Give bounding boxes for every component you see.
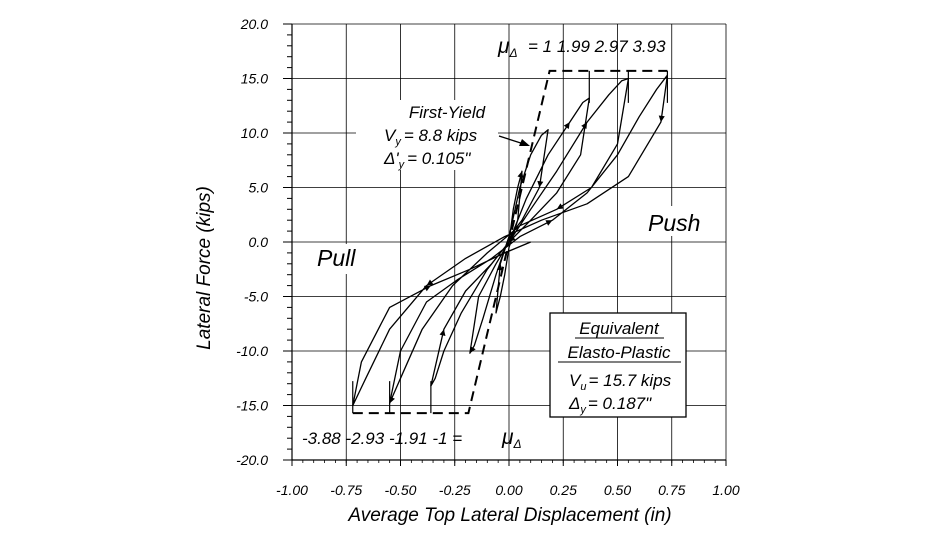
- x-tick-label: 0.25: [550, 482, 577, 498]
- direction-arrow: [556, 203, 564, 210]
- first-yield-annotation: First-Yield Vy = 8.8 kips Δ'y = 0.105": [356, 100, 530, 171]
- series-group: [352, 69, 669, 415]
- y-tick-label: 0.0: [249, 234, 269, 250]
- first-yield-arrowhead: [519, 139, 530, 146]
- elasto-plastic-frame: [549, 312, 687, 418]
- x-tick-label: 0.75: [658, 482, 685, 498]
- minor-ticks: [283, 23, 727, 466]
- direction-arrow: [581, 122, 588, 130]
- y-tick-label: -15.0: [236, 398, 268, 414]
- ductility-bottom-label: -3.88 -2.93 -1.91 -1 = μΔ: [302, 426, 522, 451]
- y-tick-label: 20.0: [240, 16, 268, 32]
- direction-arrow: [509, 235, 516, 242]
- x-tick-label: 0.00: [495, 482, 522, 498]
- ep-v-value: = 15.7 kips: [588, 371, 671, 390]
- first-yield-d-sub: y: [398, 159, 406, 171]
- svg-text:Δy= 0.187": Δy = 0.187": [568, 394, 652, 416]
- push-label: Push: [648, 210, 700, 236]
- y-tick-label: 10.0: [241, 125, 268, 141]
- direction-arrow: [426, 279, 434, 286]
- direction-arrow: [537, 180, 544, 188]
- first-yield-d-prefix: Δ': [383, 149, 399, 168]
- svg-text:μΔ: μΔ: [497, 35, 518, 60]
- ep-d-sub: y: [579, 404, 587, 416]
- direction-arrow: [563, 122, 570, 130]
- svg-text:Vy= 8.8 kips: Vy = 8.8 kips: [384, 126, 478, 148]
- pull-label-bg: [314, 244, 366, 274]
- elasto-plastic-line: [352, 69, 668, 415]
- direction-arrow: [658, 115, 665, 123]
- elasto-plastic-box: Equivalent Elasto-Plastic Vu = 15.7 kips …: [549, 312, 687, 418]
- first-yield-v-value: = 8.8 kips: [404, 126, 478, 145]
- y-tick-label: 5.0: [249, 180, 269, 196]
- ep-d-value: = 0.187": [588, 394, 652, 413]
- x-axis-title: Average Top Lateral Displacement (in): [347, 505, 671, 526]
- first-yield-v-sub: y: [394, 136, 402, 148]
- y-tick-label: -5.0: [244, 289, 268, 305]
- push-label-bg: [644, 206, 708, 236]
- y-tick-label: 15.0: [241, 71, 268, 87]
- first-yield-bg: [356, 100, 498, 170]
- ep-title-1: Equivalent: [579, 319, 660, 338]
- direction-arrow: [423, 285, 431, 292]
- y-tick-label: -10.0: [236, 343, 268, 359]
- direction-arrow: [389, 396, 395, 404]
- ep-v-prefix: V: [569, 371, 582, 390]
- mu-top-symbol: μ: [497, 35, 510, 58]
- direction-arrow: [469, 346, 476, 354]
- mu-top-sub: Δ: [509, 46, 518, 60]
- svg-text:Vu= 15.7 kips: Vu = 15.7 kips: [569, 371, 672, 393]
- y-tick-label: -20.0: [236, 452, 268, 468]
- direction-arrow: [496, 263, 503, 271]
- ep-v-sub: u: [580, 381, 586, 393]
- x-tick-label: -0.50: [385, 482, 417, 498]
- mu-bottom-symbol: μ: [501, 426, 514, 449]
- mu-bottom-sub: Δ: [513, 437, 522, 451]
- direction-arrow: [439, 329, 446, 337]
- first-yield-d-value: = 0.105": [407, 149, 471, 168]
- direction-arrow: [517, 171, 524, 179]
- x-tick-label: -0.75: [330, 482, 362, 498]
- svg-text:μΔ: μΔ: [501, 426, 522, 451]
- pull-label: Pull: [317, 245, 356, 271]
- ep-d-prefix: Δ: [568, 394, 580, 413]
- y-axis-title: Lateral Force (kips): [194, 186, 215, 350]
- mu-bottom-values: -3.88 -2.93 -1.91 -1 =: [302, 429, 462, 448]
- mu-top-values: = 1 1.99 2.97 3.93: [528, 37, 666, 56]
- direction-arrow: [545, 220, 553, 226]
- first-yield-v-prefix: V: [384, 126, 397, 145]
- x-tick-label: -1.00: [276, 482, 308, 498]
- tick-labels: -1.00 -0.75 -0.50 -0.25 0.00 0.25 0.50 0.75 1.00…: [236, 16, 740, 498]
- svg-text:Δ'y= 0.105": Δ'y = 0.105": [383, 149, 471, 171]
- x-tick-label: -0.25: [439, 482, 471, 498]
- ductility-top-label: μΔ = 1 1.99 2.97 3.93: [497, 35, 666, 60]
- first-yield-title: First-Yield: [409, 103, 486, 122]
- ep-title-2: Elasto-Plastic: [568, 343, 671, 362]
- x-tick-label: 1.00: [712, 482, 739, 498]
- x-tick-label: 0.50: [604, 482, 631, 498]
